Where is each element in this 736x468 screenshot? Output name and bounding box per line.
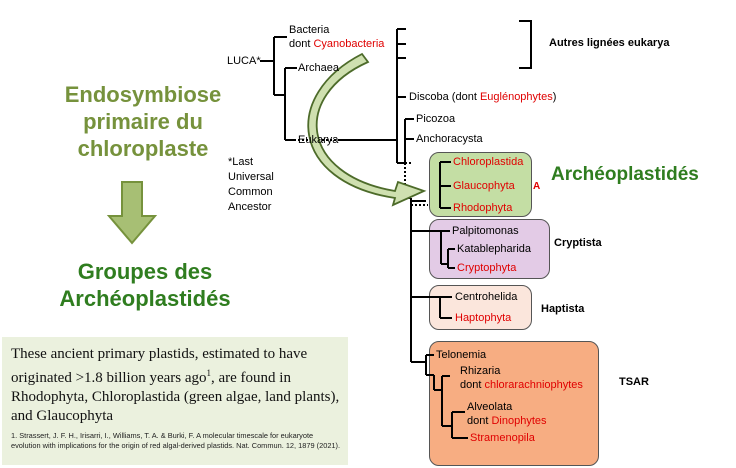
rhizaria-sub-label: dont chlorarachniophytes bbox=[460, 379, 583, 392]
tsar-box bbox=[429, 341, 599, 466]
cryptophyta-label: Cryptophyta bbox=[457, 262, 517, 274]
anchoracysta-label: Anchoracysta bbox=[416, 133, 483, 145]
info-text-before: These ancient primary plastids, estimate… bbox=[11, 346, 308, 386]
bacteria-label: Bacteria bbox=[289, 24, 330, 36]
chlorarachniophytes-text: chlorarachniophytes bbox=[484, 379, 583, 391]
reference-text: 1. Strassert, J. F. H., Irisarri, I., Wi… bbox=[11, 431, 341, 450]
haptophyta-label: Haptophyta bbox=[455, 312, 512, 324]
haptista-label: Haptista bbox=[541, 303, 585, 315]
archeoplastides-label: Archéoplastidés bbox=[551, 164, 699, 185]
centrohelida-label: Centrohelida bbox=[455, 291, 518, 303]
groups-title-line1: Groupes des bbox=[77, 259, 213, 284]
endosymbiosis-title-line1: Endosymbiose bbox=[64, 82, 222, 107]
luca-label: LUCA* bbox=[227, 55, 261, 67]
endosymbiosis-title-line2: primaire du bbox=[83, 109, 203, 134]
a-marker: A bbox=[533, 181, 541, 192]
palpitomonas-label: Palpitomonas bbox=[452, 225, 519, 237]
cyanobacteria-label: dont Cyanobacteria bbox=[289, 38, 384, 51]
cryptista-label: Cryptista bbox=[554, 237, 602, 249]
picozoa-label: Picozoa bbox=[416, 113, 456, 125]
alveolata-dont-text: dont bbox=[467, 415, 492, 427]
autres-lignees-label: Autres lignées eukarya bbox=[549, 37, 670, 49]
plastid-info-box: These ancient primary plastids, estimate… bbox=[2, 337, 348, 465]
dinophytes-label: dont Dinophytes bbox=[467, 415, 547, 428]
dont-text: dont bbox=[289, 38, 314, 50]
telonemia-label: Telonemia bbox=[436, 349, 487, 361]
dinophytes-text: Dinophytes bbox=[491, 415, 547, 427]
groups-title: Groupes des Archéoplastidés bbox=[20, 258, 270, 312]
haptista-box bbox=[429, 285, 532, 330]
down-arrow-icon bbox=[106, 181, 158, 245]
stramenopila-label: Stramenopila bbox=[470, 432, 535, 444]
footnote-line1: *Last bbox=[228, 156, 254, 168]
groups-title-line2: Archéoplastidés bbox=[59, 286, 231, 311]
plastid-info-text: These ancient primary plastids, estimate… bbox=[2, 337, 348, 426]
rhizaria-dont-text: dont bbox=[460, 379, 485, 391]
discoba-text: Discoba (dont bbox=[409, 91, 480, 103]
rhodophyta-label: Rhodophyta bbox=[453, 202, 513, 214]
alveolata-label: Alveolata bbox=[467, 401, 513, 413]
discoba-close: ) bbox=[552, 91, 557, 103]
discoba-label: Discoba (dont Euglénophytes) bbox=[409, 91, 556, 104]
cyanobacteria-text: Cyanobacteria bbox=[313, 38, 385, 50]
endosymbiosis-arrow bbox=[307, 52, 427, 207]
luca-footnote: *Last Universal Common Ancestor bbox=[228, 155, 274, 215]
info-text-after: , are found in Rhodophyta, Chloroplastid… bbox=[11, 370, 340, 424]
endosymbiosis-title-line3: chloroplaste bbox=[77, 136, 209, 161]
endosymbiosis-title: Endosymbiose primaire du chloroplaste bbox=[28, 81, 258, 162]
chloroplastida-label: Chloroplastida bbox=[453, 156, 524, 168]
euglenophytes-text: Euglénophytes bbox=[479, 91, 553, 103]
info-superscript: 1 bbox=[206, 368, 212, 378]
eukarya-label: Eukarya bbox=[298, 134, 339, 146]
rhizaria-label: Rhizaria bbox=[460, 365, 501, 377]
glaucophyta-label: Glaucophyta bbox=[453, 180, 515, 192]
archaea-label: Archaea bbox=[298, 62, 339, 74]
archaeplastida-box bbox=[429, 152, 532, 217]
tsar-label: TSAR bbox=[619, 376, 649, 388]
footnote-line3: Common bbox=[228, 186, 273, 198]
footnote-line4: Ancestor bbox=[228, 201, 272, 213]
katablepharida-label: Katablepharida bbox=[457, 243, 532, 255]
footnote-line2: Universal bbox=[228, 171, 274, 183]
